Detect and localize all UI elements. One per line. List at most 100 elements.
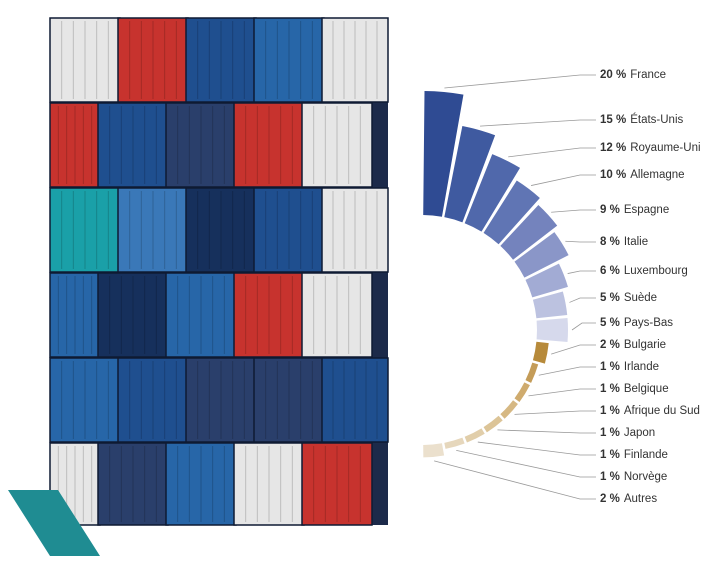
leader-line xyxy=(551,344,596,355)
container-photo xyxy=(49,17,389,526)
leader-line xyxy=(514,410,596,415)
container xyxy=(49,357,121,443)
data-label: 8 % Italie xyxy=(600,236,648,248)
bar-segment xyxy=(500,400,518,419)
leader-line xyxy=(571,322,596,331)
value-label: 1 % xyxy=(600,449,620,461)
bar-segment xyxy=(423,443,445,458)
value-label: 5 % xyxy=(600,292,620,304)
category-label: France xyxy=(630,69,666,81)
container xyxy=(117,17,189,103)
category-label: Bulgarie xyxy=(624,339,666,351)
leader-line xyxy=(551,209,596,213)
value-label: 8 % xyxy=(600,236,620,248)
data-label: 1 % Norvège xyxy=(600,471,667,483)
container xyxy=(185,187,257,273)
container xyxy=(233,102,305,188)
value-label: 6 % xyxy=(600,265,620,277)
data-label: 1 % Irlande xyxy=(600,361,659,373)
data-label: 5 % Suède xyxy=(600,292,657,304)
category-label: Pays-Bas xyxy=(624,317,673,329)
container xyxy=(117,187,189,273)
leader-line xyxy=(528,388,596,397)
leader-line xyxy=(456,450,596,478)
bar-segment xyxy=(536,318,568,342)
category-label: Royaume-Uni xyxy=(630,142,700,154)
container xyxy=(49,17,121,103)
data-label: 10 % Allemagne xyxy=(600,169,685,181)
container xyxy=(165,102,237,188)
data-label: 2 % Autres xyxy=(600,493,657,505)
container xyxy=(321,187,389,273)
bar-segment xyxy=(500,204,558,260)
data-label: 12 % Royaume-Uni xyxy=(600,142,701,154)
value-label: 1 % xyxy=(600,471,620,483)
container xyxy=(49,102,101,188)
data-label: 1 % Japon xyxy=(600,427,655,439)
data-label: 1 % Belgique xyxy=(600,383,669,395)
container xyxy=(165,442,237,526)
value-label: 1 % xyxy=(600,405,620,417)
container xyxy=(321,357,389,443)
category-label: Allemagne xyxy=(630,169,684,181)
value-label: 20 % xyxy=(600,69,626,81)
bar-segment xyxy=(423,91,464,217)
container xyxy=(301,272,373,358)
bar-segment xyxy=(532,341,549,364)
category-label: Luxembourg xyxy=(624,265,688,277)
decorative-stripe xyxy=(8,490,100,556)
bar-segment xyxy=(514,382,530,403)
value-label: 1 % xyxy=(600,361,620,373)
leader-line xyxy=(567,270,596,274)
bar-segment xyxy=(483,180,540,245)
container xyxy=(233,442,305,526)
container xyxy=(185,357,257,443)
container xyxy=(97,442,169,526)
category-label: Suède xyxy=(624,292,657,304)
data-label: 2 % Bulgarie xyxy=(600,339,666,351)
category-label: Italie xyxy=(624,236,648,248)
container xyxy=(233,272,305,358)
leader-line xyxy=(497,429,596,434)
value-label: 10 % xyxy=(600,169,626,181)
container xyxy=(253,17,325,103)
container xyxy=(97,272,169,358)
leader-line xyxy=(530,174,596,186)
data-label: 9 % Espagne xyxy=(600,204,669,216)
bar-segment xyxy=(525,263,568,298)
bar-segment xyxy=(525,362,539,383)
leader-line xyxy=(434,460,596,500)
leader-line xyxy=(444,74,596,89)
category-label: Autres xyxy=(624,493,657,505)
category-label: États-Unis xyxy=(630,113,683,126)
container xyxy=(253,187,325,273)
value-label: 12 % xyxy=(600,142,626,154)
container xyxy=(301,442,373,526)
category-label: Finlande xyxy=(624,449,668,461)
category-label: Japon xyxy=(624,427,655,439)
bar-segment xyxy=(444,125,496,223)
data-label: 20 % France xyxy=(600,69,666,81)
container xyxy=(321,17,389,103)
value-label: 9 % xyxy=(600,204,620,216)
value-label: 1 % xyxy=(600,427,620,439)
container xyxy=(49,272,101,358)
leader-line xyxy=(565,240,596,243)
container xyxy=(301,102,373,188)
leader-line xyxy=(538,366,596,376)
data-label: 15 % États-Unis xyxy=(600,113,684,126)
category-label: Espagne xyxy=(624,204,669,216)
leader-line xyxy=(479,119,596,127)
category-label: Afrique du Sud xyxy=(624,405,700,417)
leader-line xyxy=(569,297,596,303)
container xyxy=(253,357,325,443)
value-label: 2 % xyxy=(600,339,620,351)
data-label: 1 % Finlande xyxy=(600,449,668,461)
leader-line xyxy=(477,441,596,456)
bar-segment xyxy=(483,415,503,433)
bar-segment xyxy=(464,428,485,443)
bar-segment xyxy=(532,291,568,319)
value-label: 5 % xyxy=(600,317,620,329)
